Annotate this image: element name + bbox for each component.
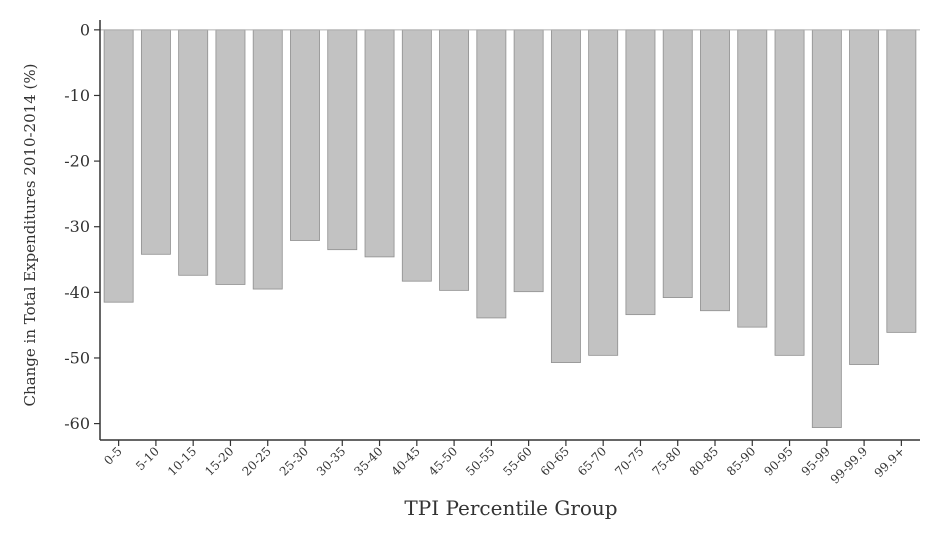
bar-75-80 [662, 29, 693, 298]
x-tick-label: 10-15 [165, 444, 199, 478]
y-axis-title: Change in Total Expenditures 2010-2014 (… [21, 64, 39, 407]
x-tick-label: 85-90 [724, 444, 758, 478]
x-tick-label: 60-65 [538, 444, 572, 478]
bar-0-5 [103, 29, 134, 303]
bar-5-10 [140, 29, 171, 255]
x-tick-label: 99-99.9 [828, 444, 870, 486]
bar-45-50 [439, 29, 470, 291]
bar-10-15 [178, 29, 209, 276]
x-tick-label: 15-20 [202, 444, 236, 478]
bar-35-40 [364, 29, 395, 258]
bar-90-95 [774, 29, 805, 356]
x-tick-label: 20-25 [239, 444, 273, 478]
bar-20-25 [252, 29, 283, 290]
bar-55-60 [513, 29, 544, 293]
x-tick-label: 99.9+ [872, 444, 908, 480]
x-tick-label: 55-60 [500, 444, 534, 478]
y-tick-label: -20 [64, 152, 90, 171]
x-tick-label: 45-50 [426, 444, 460, 478]
y-tick-label: -60 [64, 414, 90, 433]
y-tick-label: -40 [64, 283, 90, 302]
y-tick-label: 0 [80, 20, 90, 39]
bar-80-85 [700, 29, 730, 312]
x-tick-label: 25-30 [277, 444, 311, 478]
x-tick-label: 50-55 [463, 444, 497, 478]
x-tick-label: 40-45 [389, 444, 423, 478]
x-tick-label: 90-95 [761, 444, 795, 478]
bar-40-45 [401, 29, 432, 282]
bar-30-35 [327, 29, 358, 251]
bar-25-30 [290, 29, 320, 241]
x-axis-title: TPI Percentile Group [404, 496, 617, 520]
y-tick-label: -50 [64, 348, 90, 367]
x-tick-label: 70-75 [612, 444, 646, 478]
bar-65-70 [588, 29, 619, 356]
bar-99.9+ [886, 29, 917, 333]
x-tick-label: 0-5 [101, 444, 125, 468]
x-tick-label: 30-35 [314, 444, 348, 478]
x-tick-label: 75-80 [649, 444, 683, 478]
bar-85-90 [737, 29, 768, 328]
x-axis: 0-5 5-10 10-15 15-20 20-25 25-30 30-35 35-40 40-… [100, 439, 920, 487]
bar-70-75 [625, 29, 656, 316]
bar-15-20 [215, 29, 246, 285]
bar-50-55 [476, 29, 507, 319]
bars-group [100, 29, 920, 428]
y-axis: 0 -10 -20 -30 -40 -50 -60 [64, 20, 101, 440]
x-tick-label: 65-70 [575, 444, 609, 478]
y-tick-label: -10 [64, 86, 90, 105]
x-tick-label: 80-85 [687, 444, 721, 478]
x-tick-label: 95-99 [799, 444, 833, 478]
bar-99-99.9 [849, 29, 880, 365]
y-tick-label: -30 [64, 217, 90, 236]
x-tick-label: 5-10 [133, 444, 162, 473]
bar-95-99 [811, 29, 842, 428]
x-tick-label: 35-40 [351, 444, 385, 478]
bar-60-65 [550, 29, 581, 363]
